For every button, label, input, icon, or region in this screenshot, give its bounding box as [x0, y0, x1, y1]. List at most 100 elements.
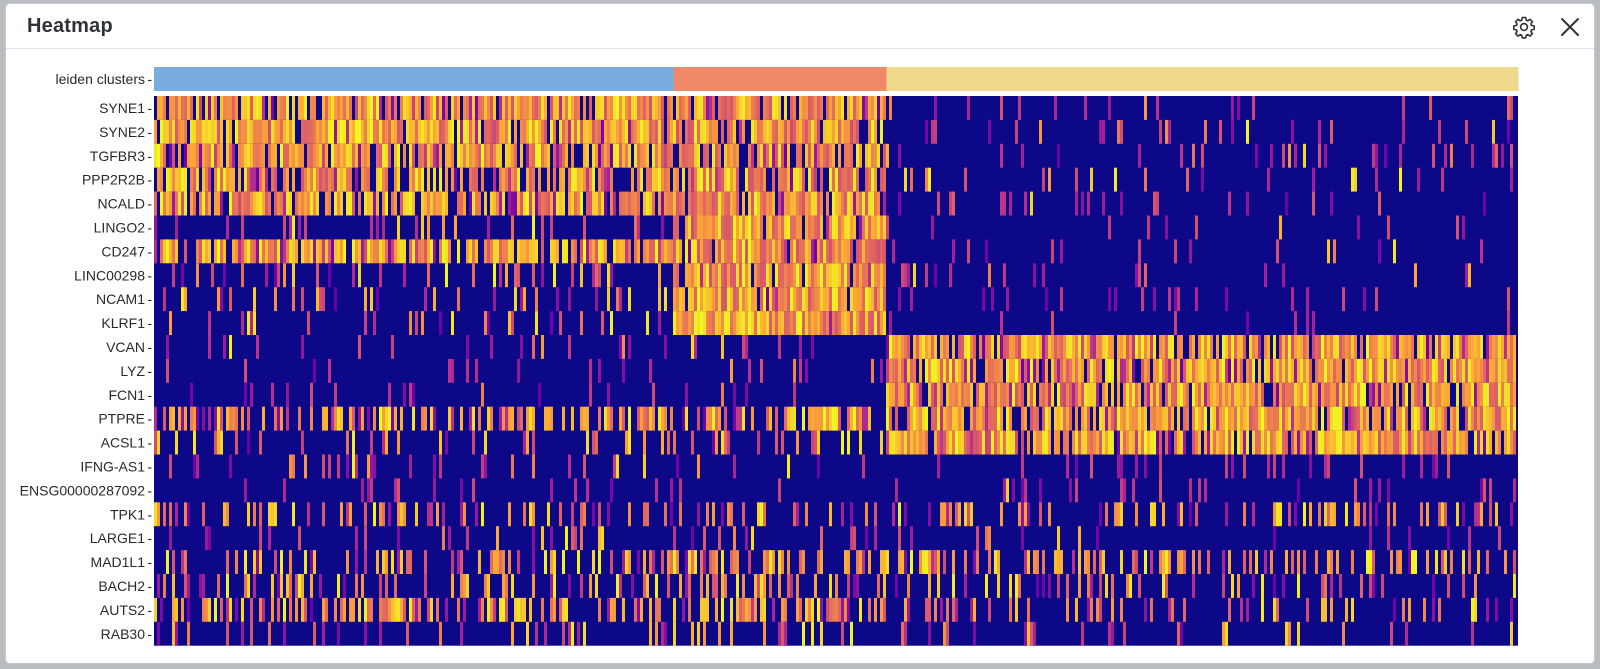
heatmap-cell	[385, 550, 388, 574]
heatmap-cell	[598, 239, 601, 264]
heatmap-cell	[1138, 239, 1141, 264]
heatmap-cell	[826, 311, 829, 335]
heatmap-cell	[1159, 430, 1162, 455]
heatmap-cell	[328, 96, 331, 120]
heatmap-cell	[808, 239, 811, 264]
close-button[interactable]	[1556, 13, 1584, 41]
heatmap-cell	[169, 96, 172, 120]
heatmap-cell	[709, 550, 712, 574]
heatmap-cell	[463, 119, 466, 144]
heatmap-cell	[1120, 119, 1123, 144]
heatmap-cell	[988, 430, 991, 455]
heatmap-cell	[1408, 335, 1411, 359]
heatmap-cell	[823, 263, 826, 288]
heatmap-cell	[421, 406, 424, 431]
heatmap-cell	[1237, 574, 1240, 598]
heatmap-cell	[793, 287, 796, 312]
heatmap-cell	[1474, 382, 1477, 407]
heatmap-cell	[538, 382, 541, 407]
heatmap-cell	[1399, 550, 1402, 574]
heatmap-cell	[766, 287, 769, 312]
heatmap-cell	[472, 263, 475, 288]
heatmap-cell	[337, 96, 340, 120]
heatmap-cell	[1447, 382, 1450, 407]
heatmap-cell	[595, 96, 598, 120]
heatmap-cell	[1195, 215, 1198, 240]
heatmap-cell	[940, 406, 943, 431]
heatmap-cell	[1438, 119, 1441, 144]
heatmap-cell	[1168, 430, 1171, 455]
heatmap-cell	[331, 119, 334, 144]
heatmap-cell	[907, 358, 910, 383]
heatmap-cell	[988, 526, 991, 551]
heatmap-cell	[805, 263, 808, 288]
heatmap-cell	[1387, 406, 1390, 431]
heatmap-cell	[511, 167, 514, 192]
heatmap-cell	[1438, 597, 1441, 622]
heatmap-cell	[1015, 430, 1018, 455]
heatmap-cell	[904, 597, 907, 622]
heatmap-cell	[808, 287, 811, 312]
heatmap-cell	[757, 119, 760, 144]
heatmap-cell	[298, 574, 301, 598]
heatmap-cell	[301, 96, 304, 120]
heatmap-cell	[1348, 335, 1351, 359]
heatmap-cell	[409, 597, 412, 622]
heatmap-cell	[505, 96, 508, 120]
heatmap-cell	[334, 597, 337, 622]
heatmap-cell	[310, 119, 313, 144]
heatmap-cell	[631, 119, 634, 144]
settings-button[interactable]	[1510, 13, 1538, 41]
heatmap-cell	[205, 119, 208, 144]
heatmap-cell	[571, 191, 574, 216]
heatmap-cell	[886, 406, 889, 431]
heatmap-cell	[232, 239, 235, 264]
heatmap-cell	[661, 191, 664, 216]
heatmap-cell	[622, 335, 625, 359]
heatmap-cell	[1105, 382, 1108, 407]
heatmap-cell	[256, 239, 259, 264]
heatmap-cell	[706, 143, 709, 168]
heatmap-cell	[796, 311, 799, 335]
heatmap-cell	[880, 358, 883, 383]
heatmap-cell	[562, 621, 565, 646]
heatmap-cell	[988, 406, 991, 431]
heatmap-cell	[1243, 430, 1246, 455]
heatmap-cell	[526, 621, 529, 646]
heatmap-cell	[628, 239, 631, 264]
heatmap-cell	[676, 215, 679, 240]
heatmap-cell	[1285, 621, 1288, 646]
heatmap-cell	[829, 239, 832, 264]
heatmap-cell	[1462, 550, 1465, 574]
heatmap-cell	[961, 406, 964, 431]
heatmap-cell	[1357, 406, 1360, 431]
heatmap-cell	[190, 119, 193, 144]
heatmap-cell	[847, 119, 850, 144]
heatmap-cell	[1036, 574, 1039, 598]
heatmap-cell	[748, 239, 751, 264]
heatmap-cell	[502, 550, 505, 574]
heatmap-cell	[478, 597, 481, 622]
heatmap-cell	[334, 239, 337, 264]
heatmap-cell	[421, 119, 424, 144]
heatmap-cell	[877, 263, 880, 288]
heatmap-cell	[865, 167, 868, 192]
heatmap-cell	[1000, 311, 1003, 335]
heatmap-cell	[322, 96, 325, 120]
heatmap-cell	[934, 382, 937, 407]
heatmap-cell	[469, 406, 472, 431]
heatmap-cell	[988, 358, 991, 383]
heatmap-cell	[994, 430, 997, 455]
heatmap-cell	[1144, 358, 1147, 383]
heatmap-cell	[946, 621, 949, 646]
heatmap-cell	[1363, 382, 1366, 407]
heatmap-cell	[1276, 597, 1279, 622]
heatmap-cell	[1339, 574, 1342, 598]
heatmap-cell	[766, 311, 769, 335]
heatmap-cell	[436, 502, 439, 527]
heatmap-cell	[850, 311, 853, 335]
heatmap-cell	[1006, 287, 1009, 312]
heatmap-cell	[235, 119, 238, 144]
heatmap-cell	[1150, 382, 1153, 407]
heatmap-cell	[727, 311, 730, 335]
